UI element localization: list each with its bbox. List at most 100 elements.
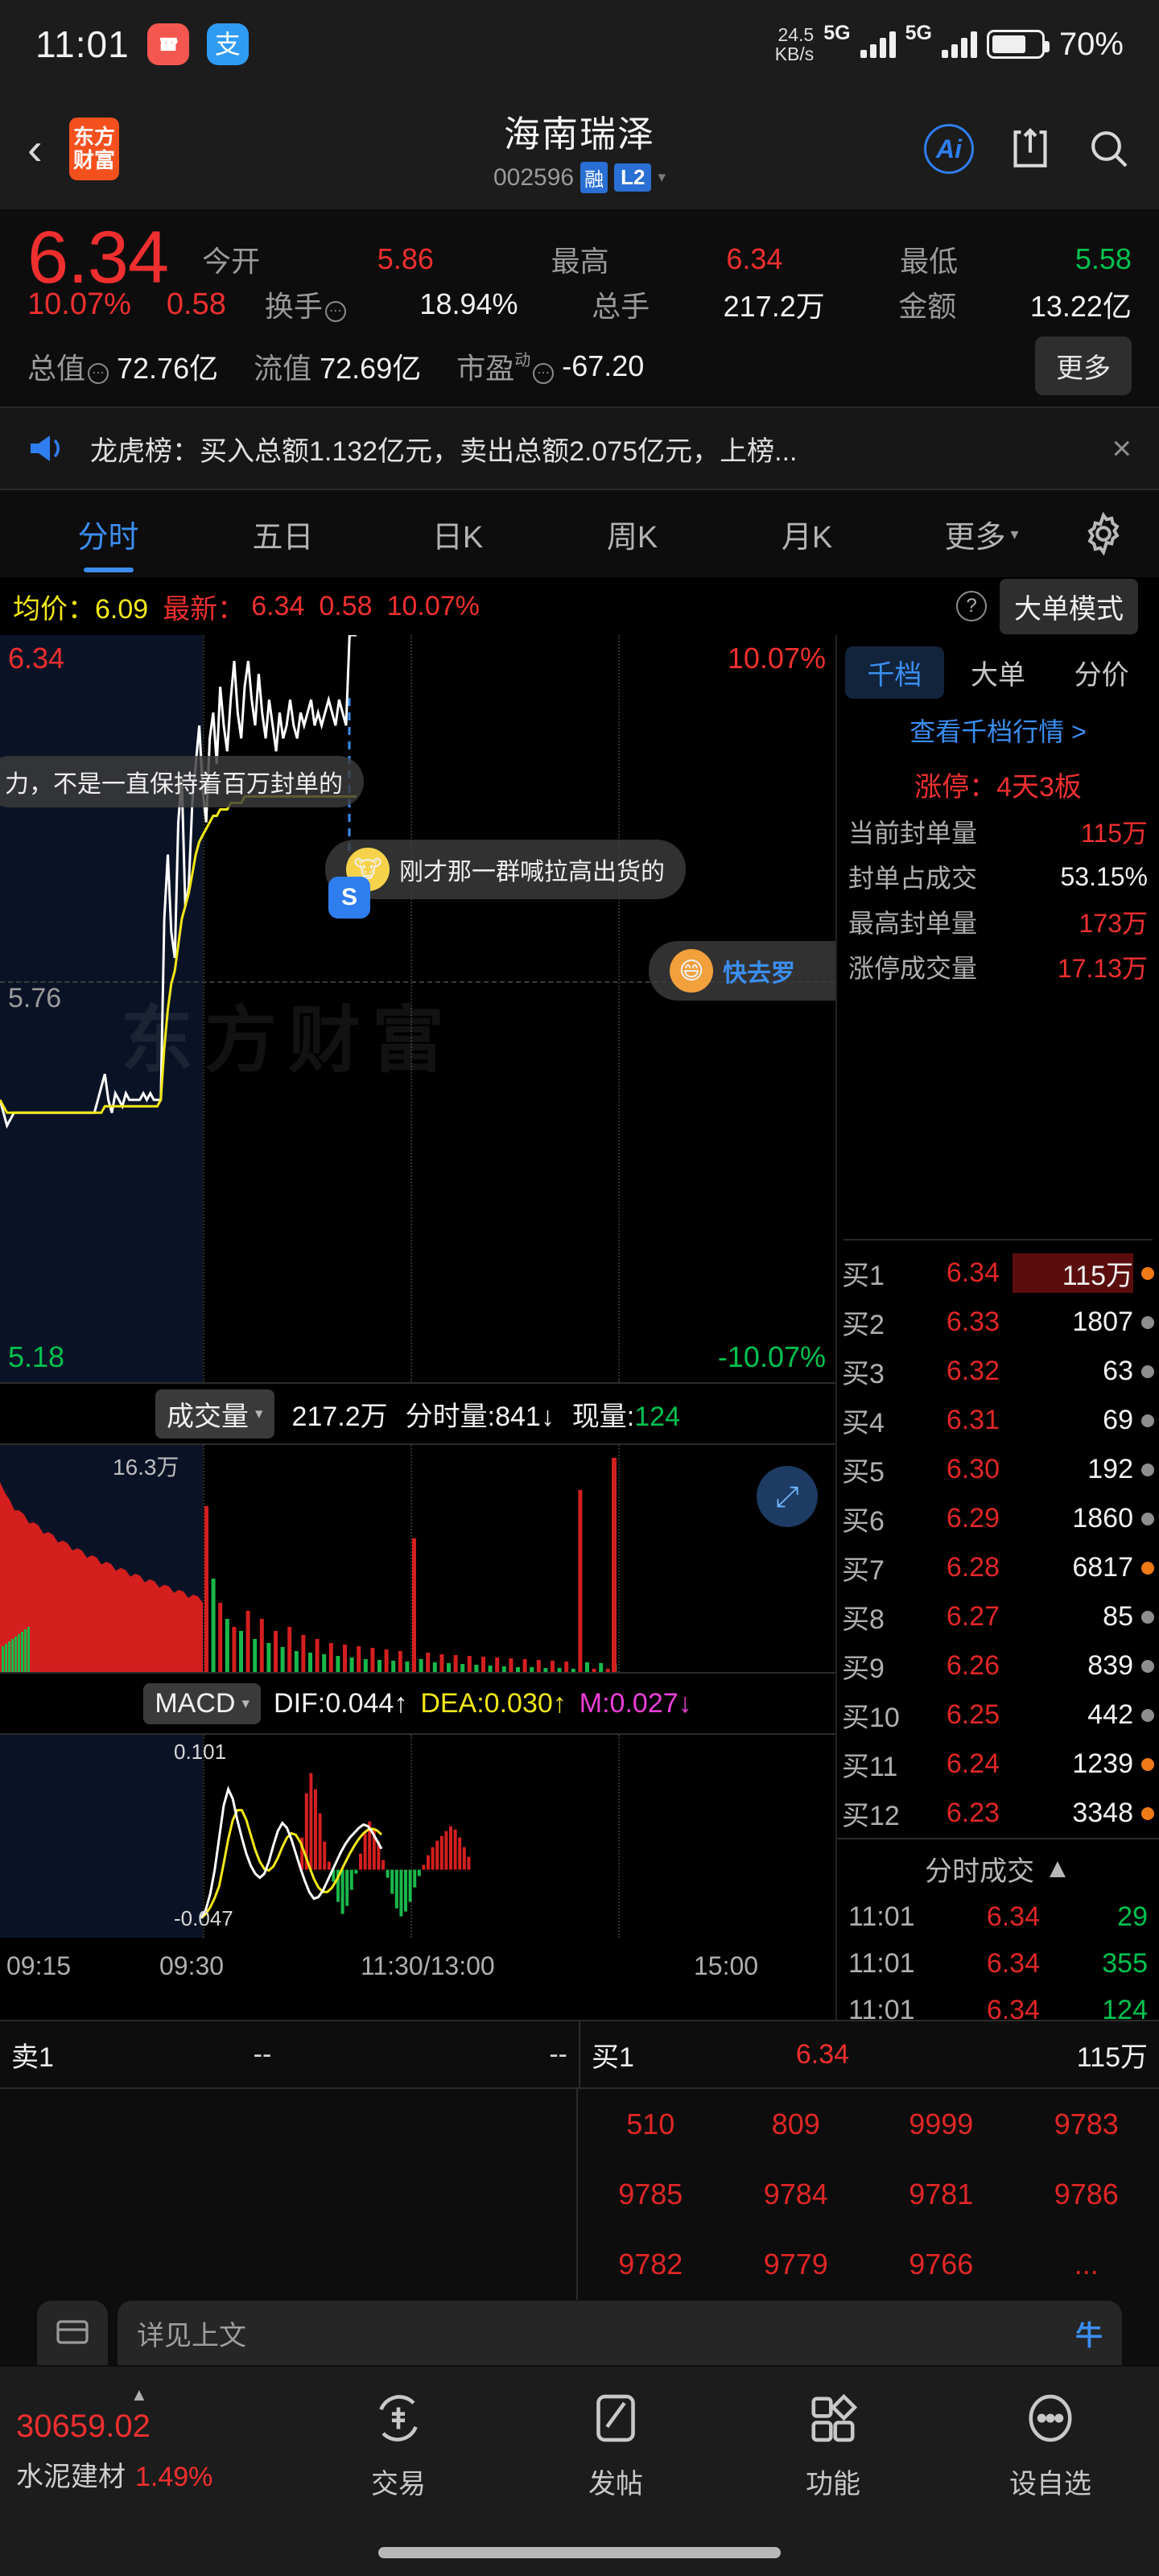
chat-bubble-mid[interactable]: 🐮 刚才那一群喊拉高出货的 [325,840,686,899]
stat-row: 封单占成交 53.15% [837,854,1159,899]
order-cell[interactable]: 9781 [909,2177,974,2211]
back-chevron-icon[interactable]: ‹ [27,123,43,174]
book-row[interactable]: 买1 6.34 115万 [842,1249,1154,1298]
chevron-down-icon[interactable]: ▾ [658,169,666,186]
book-row[interactable]: 买12 6.23 3348 [842,1789,1154,1838]
order-cell[interactable]: ... [1074,2248,1099,2281]
info-icon[interactable]: ⋯ [533,362,555,384]
time-sales-header[interactable]: 分时成交 ▲ [837,1838,1159,1893]
ask1-price: -- [253,2038,272,2070]
floatcap-value: 72.69亿 [320,351,422,385]
expand-icon[interactable]: ⤢ [757,1466,818,1527]
s-marker[interactable]: S [328,877,370,919]
volume-now: 现量:124 [571,1401,680,1432]
card-icon[interactable] [37,2301,108,2365]
ai-icon[interactable]: Ai [924,124,974,174]
search-icon[interactable] [1087,126,1132,171]
index-widget[interactable]: ▲ 30659.02 水泥建材 1.49% [0,2386,290,2494]
big-order-mode-button[interactable]: 大单模式 [1000,578,1138,634]
status-time: 11:01 [35,23,130,65]
book-row[interactable]: 买3 6.32 63 [842,1347,1154,1396]
limit-up-badge: 涨停：4天3板 [914,772,1082,803]
help-icon[interactable]: ? [956,591,987,621]
tab-more[interactable]: 更多 ▾ [894,490,1069,577]
chat-bubble-left[interactable]: 力，不是一直保持着百万封单的 [0,756,364,807]
view-depth-link[interactable]: 查看千档行情 > [909,717,1087,746]
close-icon[interactable]: × [1112,429,1132,467]
order-cell[interactable]: 9784 [763,2177,828,2211]
stat-label: 最高封单量 [848,909,978,938]
order-cell[interactable]: 9785 [618,2177,683,2211]
news-banner[interactable]: 龙虎榜：买入总额1.132亿元，卖出总额2.075亿元，上榜... × [0,407,1159,490]
ask1-row[interactable]: 卖1 -- -- [0,2021,580,2087]
volume-chart[interactable]: 16.3万 ⤢ [0,1443,835,1674]
price-axis-mid: 5.76 [8,983,62,1013]
chat-bubble-right[interactable]: 😄 快去罗 [649,941,835,1001]
latest-change-percent: 10.07% [386,590,480,621]
quote-row-cap: 总值 ⋯ 72.76亿 流值 72.69亿 市盈动⋯ -67.20 更多 [27,336,1132,395]
nav-item-watchlist[interactable]: 设自选 [942,2388,1159,2501]
time-sales-list[interactable]: 11:01 6.34 29 11:01 6.34 355 11:01 6.34 124 [837,1893,1159,2033]
last-price: 6.34 [27,217,169,299]
book-label: 买3 [842,1359,885,1389]
book-row[interactable]: 买7 6.28 6817 [842,1543,1154,1592]
order-cell[interactable]: 9786 [1054,2177,1119,2211]
book-row[interactable]: 买10 6.25 442 [842,1690,1154,1740]
info-icon[interactable]: ⋯ [324,301,346,322]
order-cell[interactable]: 9999 [909,2107,974,2140]
tab-dadan[interactable]: 大单 [971,660,1025,691]
nav-item-function[interactable]: 功能 [724,2388,942,2501]
float-text-card[interactable]: 详见上文 牛 [118,2301,1122,2365]
order-dot-icon [1141,1757,1154,1771]
book-row[interactable]: 买5 6.30 192 [842,1445,1154,1494]
volume-indicator-chip[interactable]: 成交量 ▾ [155,1389,274,1439]
chart-left-column: 东方财富 6.34 10.07% 5.76 力，不是一直保持着百万封单的 🐮 刚… [0,635,835,2020]
tab-wuri[interactable]: 五日 [196,490,370,577]
book-row[interactable]: 买11 6.24 1239 [842,1740,1154,1789]
order-cell[interactable]: 9766 [909,2248,974,2281]
book-row[interactable]: 买8 6.27 85 [842,1592,1154,1641]
book-row[interactable]: 买2 6.33 1807 [842,1298,1154,1347]
gridline-v3 [618,1735,620,1938]
book-label: 买8 [842,1604,885,1635]
bid1-row[interactable]: 买1 6.34 115万 [580,2021,1159,2087]
book-price: 6.32 [946,1356,1000,1386]
price-chart[interactable]: 东方财富 6.34 10.07% 5.76 力，不是一直保持着百万封单的 🐮 刚… [0,635,835,1384]
gear-icon[interactable] [1069,510,1138,557]
more-button[interactable]: 更多 [1035,336,1132,395]
order-cell[interactable]: 9779 [763,2248,828,2281]
info-icon[interactable]: ⋯ [88,362,109,384]
tab-qiandang[interactable]: 千档 [845,646,944,699]
macd-chart[interactable]: 0.101 -0.047 [0,1733,835,1938]
book-row[interactable]: 买6 6.29 1860 [842,1494,1154,1543]
tab-yuek[interactable]: 月K [720,490,894,577]
signal-bars-2-icon [941,31,977,58]
order-dot-icon [1141,1806,1154,1820]
brand-logo[interactable]: 东方 财富 [69,118,119,180]
book-label: 买10 [842,1703,900,1733]
order-cell[interactable]: 9783 [1054,2107,1119,2140]
bid-list[interactable]: 买1 6.34 115万 买2 6.33 1807 买3 6.32 63 买4 6.31 69 买5 6.… [837,1249,1159,1838]
book-label: 买4 [842,1408,885,1439]
order-cell[interactable]: 809 [771,2107,820,2140]
nav-item-post[interactable]: 发帖 [507,2388,724,2501]
nav-item-trade[interactable]: 交易 [290,2388,507,2501]
book-row[interactable]: 买9 6.26 839 [842,1641,1154,1690]
order-cell[interactable]: 9782 [618,2248,683,2281]
order-dot-icon [1141,1659,1154,1673]
tab-fenjia[interactable]: 分价 [1074,660,1129,691]
tab-fenshi[interactable]: 分时 [21,490,196,577]
order-book-panel: 千档 大单 分价 查看千档行情 > 涨停：4天3板 当前封单量 115万 封单占… [835,635,1159,2025]
tab-rik[interactable]: 日K [370,490,545,577]
stock-code-row[interactable]: 002596 融 L2 ▾ [493,162,666,193]
tab-zhouk[interactable]: 周K [545,490,720,577]
quote-stats: 换手 ⋯ 18.94% 总手 217.2万 金额 13.22亿 [265,283,1132,325]
up-arrow-icon: ↑ [552,1687,567,1719]
order-cell[interactable]: 510 [626,2107,675,2140]
stat-row: 涨停成交量 17.13万 [837,944,1159,989]
order-grid-right[interactable]: 510 809 9999 9783 9785 9784 9781 9786 9782 9779 97… [578,2089,1159,2300]
share-icon[interactable] [1008,125,1053,173]
macd-indicator-chip[interactable]: MACD ▾ [143,1682,262,1724]
book-price: 6.24 [946,1748,1000,1779]
book-row[interactable]: 买4 6.31 69 [842,1396,1154,1445]
